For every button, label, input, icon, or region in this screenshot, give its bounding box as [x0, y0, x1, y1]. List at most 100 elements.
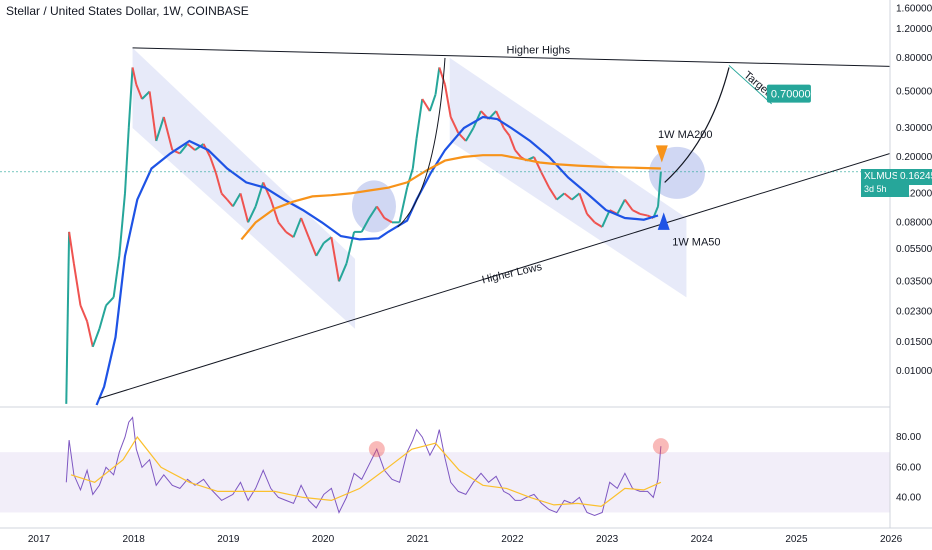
price-segment [406, 168, 414, 188]
rsi-line [65, 416, 662, 517]
price-segment [383, 217, 393, 224]
price-segment [556, 192, 565, 201]
x-tick-label: 2018 [123, 534, 146, 545]
price-segment [368, 205, 378, 219]
x-tick-label: 2022 [501, 534, 524, 545]
symbol-label: XLMUSD [864, 171, 906, 182]
price-segment [315, 242, 325, 257]
rsi-circle-2020 [368, 441, 385, 458]
label-higher-highs: Higher Highs [507, 45, 571, 57]
price-segment [398, 187, 409, 223]
price-segment [131, 67, 138, 85]
price-segment [127, 67, 134, 129]
price-segment [632, 209, 641, 215]
price-segment [616, 199, 626, 215]
rsi-tick-label: 60.00 [896, 462, 921, 473]
price-segment [247, 205, 257, 223]
chart-title: Stellar / United States Dollar, 1W, COIN… [6, 4, 249, 18]
price-segment [148, 91, 158, 142]
price-segment [601, 209, 611, 228]
price-segment [571, 192, 581, 201]
price-segment [179, 143, 189, 155]
target-box [766, 84, 811, 103]
price-segment [186, 143, 196, 151]
label-ma200: 1W MA200 [658, 129, 712, 141]
price-segment [65, 231, 71, 404]
price-segment [226, 198, 234, 208]
price-segment [464, 127, 475, 142]
price-segment [232, 192, 242, 207]
price-segment [194, 143, 205, 151]
price-segment [586, 213, 596, 224]
price-segment [239, 193, 250, 223]
price-segment [533, 156, 543, 174]
price-segment [375, 205, 386, 219]
series-1w-ma200 [240, 154, 661, 241]
projection-curve [664, 67, 730, 183]
rsi-band [0, 452, 890, 513]
price-segment [624, 199, 634, 211]
trendline-higher-lows [99, 152, 891, 399]
price-segment [141, 90, 151, 100]
price-segment [444, 84, 452, 118]
rsi-circle-2023 [652, 438, 669, 455]
label-ma50: 1W MA50 [672, 236, 720, 248]
price-segment [411, 138, 418, 169]
price-segment [415, 98, 424, 139]
price-segment [162, 116, 174, 151]
rsi-tick-label: 80.00 [896, 432, 921, 443]
price-segment [262, 181, 272, 201]
price-segment [68, 231, 75, 264]
rsi-signal-line [70, 436, 662, 508]
price-segment [79, 305, 89, 322]
ma50-arrow [657, 212, 670, 230]
x-tick-label: 2019 [217, 534, 240, 545]
price-segment [548, 187, 558, 201]
fractal-curve [397, 57, 446, 228]
highlight-circle-2023 [648, 146, 705, 199]
rsi-tick-label: 40.00 [896, 492, 921, 503]
price-segment [434, 67, 441, 95]
price-segment [428, 94, 437, 112]
price-segment [135, 84, 143, 100]
price-segment [508, 135, 516, 151]
x-tick-label: 2021 [407, 534, 430, 545]
price-badge: 0.162459 [897, 169, 932, 185]
x-tick-label: 2023 [596, 534, 619, 545]
price-segment [540, 172, 551, 189]
price-segment [639, 212, 648, 217]
price-segment [209, 156, 217, 174]
price-segment [323, 236, 332, 244]
label-higher-lows: Higher Lows [481, 261, 544, 287]
x-tick-label: 2025 [785, 534, 808, 545]
y-tick-label: 0.010000 [896, 366, 932, 377]
price-segment [594, 221, 603, 228]
price-segment [300, 217, 310, 238]
y-tick-label: 1.600000 [896, 3, 932, 14]
x-tick-label: 2024 [691, 534, 714, 545]
price-segment [112, 255, 121, 298]
price-segment [578, 193, 588, 215]
price-segment [86, 321, 94, 348]
price-segment [657, 171, 662, 207]
price-segment [277, 221, 287, 233]
price-segment [91, 328, 101, 348]
price-segment [563, 192, 573, 201]
price-segment [502, 127, 511, 137]
trendline-higher-highs [132, 47, 891, 67]
price-segment [214, 172, 223, 194]
price-segment [220, 192, 228, 201]
